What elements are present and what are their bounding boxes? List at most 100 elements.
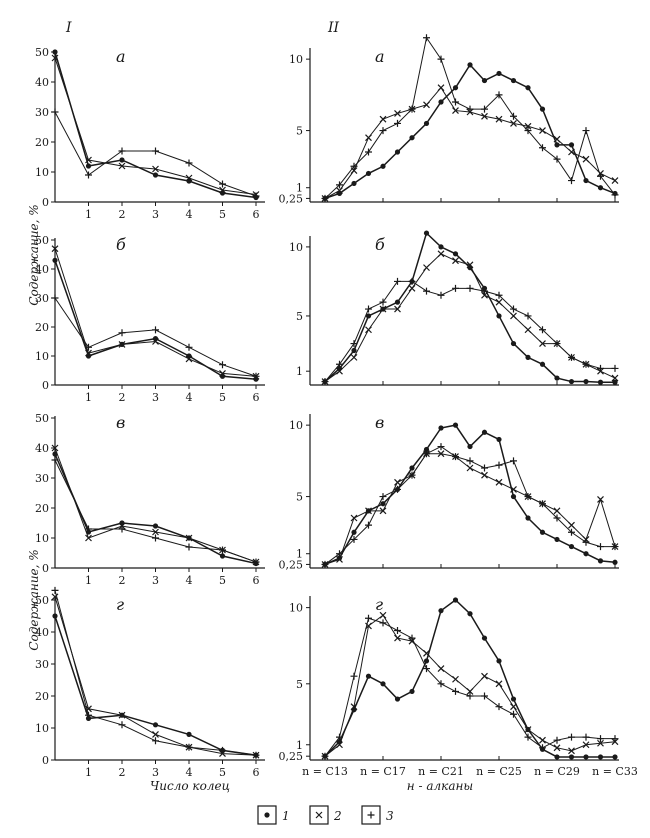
data-point-3 [252, 751, 260, 759]
data-point-1 [597, 379, 604, 385]
data-point-3 [423, 450, 430, 458]
data-point-3 [408, 634, 416, 642]
data-point-3 [466, 105, 474, 113]
data-point-2 [185, 355, 193, 363]
data-point-2 [524, 726, 532, 733]
data-point-3 [553, 155, 561, 163]
data-point-3 [152, 534, 159, 542]
y-tick-label: 50 [35, 234, 49, 247]
x-tick-label: 4 [186, 208, 193, 221]
data-point-3 [423, 287, 430, 295]
data-point-3 [452, 284, 459, 292]
data-point-1 [380, 501, 386, 507]
x-tick-label: 6 [253, 574, 260, 587]
y-tick-label: 40 [35, 626, 49, 639]
data-point-3 [252, 192, 260, 200]
y-tick-label: 20 [35, 136, 49, 149]
data-point-3 [539, 144, 546, 152]
data-point-2 [597, 739, 604, 747]
data-point-3 [394, 485, 401, 493]
data-point-1 [496, 436, 502, 443]
data-point-3 [185, 543, 193, 551]
left-panel-3: 0 10 20 30 40 50 1 2 3 4 5 6 в [35, 412, 265, 587]
data-point-2 [394, 478, 401, 486]
data-point-1 [554, 142, 560, 148]
data-point-1 [85, 163, 92, 169]
y-tick-label: 10 [35, 166, 49, 179]
data-point-2 [510, 312, 517, 320]
x-tick-label: 3 [152, 574, 159, 587]
data-point-3 [379, 619, 387, 627]
data-point-3 [379, 298, 387, 306]
data-point-2 [118, 711, 126, 719]
data-point-3 [423, 665, 430, 673]
data-point-1 [525, 515, 531, 521]
data-point-2 [51, 54, 59, 62]
data-point-2 [185, 174, 193, 182]
data-point-3 [437, 443, 445, 451]
data-point-1 [568, 754, 575, 760]
data-point-1 [365, 170, 372, 177]
y-tick-label: 40 [35, 442, 49, 455]
data-point-3 [365, 614, 372, 622]
data-point-1 [539, 529, 546, 535]
data-point-3 [118, 721, 126, 729]
y-tick-label: 1 [296, 365, 303, 378]
data-point-1 [496, 658, 502, 664]
data-point-1 [481, 635, 488, 641]
data-point-2 [466, 261, 474, 269]
data-point-2 [553, 744, 561, 752]
series-line-3 [54, 459, 257, 563]
legend-box [361, 805, 381, 825]
data-point-3 [524, 493, 532, 501]
data-point-3 [611, 543, 619, 551]
series-line-3 [54, 590, 257, 756]
x-tick-label: 6 [253, 208, 260, 221]
data-point-2 [118, 340, 126, 348]
data-point-1 [481, 429, 488, 435]
data-point-3 [350, 535, 358, 543]
data-point-1 [380, 163, 386, 169]
data-point-2 [365, 134, 372, 142]
data-point-3 [336, 360, 343, 368]
y-tick-label: 10 [289, 602, 303, 615]
data-point-1 [409, 465, 415, 471]
data-point-3 [568, 177, 575, 185]
data-point-3 [394, 277, 401, 285]
data-point-1 [438, 608, 444, 614]
data-point-1 [52, 257, 58, 263]
data-point-3 [466, 284, 474, 292]
data-point-1 [568, 378, 575, 385]
data-point-3 [321, 560, 329, 568]
y-tick-label: 5 [296, 678, 303, 691]
data-point-1 [394, 696, 401, 702]
data-point-3 [408, 277, 416, 285]
data-point-1 [510, 493, 517, 500]
data-point-3 [185, 343, 193, 351]
y-tick-label: 20 [35, 690, 49, 703]
data-point-1 [438, 99, 444, 105]
right-x-tick-labels: n = C13 n = C17 n = C21 n = C25 n = C29 n = C… [302, 765, 638, 778]
data-point-3 [553, 340, 561, 348]
data-point-3 [365, 521, 372, 529]
y-tick-label: 10 [289, 53, 303, 66]
data-point-2 [219, 186, 226, 194]
data-point-3 [582, 733, 590, 741]
data-point-3 [51, 108, 59, 116]
series-line-3 [324, 280, 615, 382]
data-point-2 [495, 478, 503, 486]
data-point-1 [583, 551, 589, 557]
x-tick-label: 2 [119, 766, 126, 779]
data-point-3 [582, 127, 590, 135]
panel-letter: б [116, 235, 126, 254]
data-point-3 [85, 171, 92, 179]
data-point-2 [597, 496, 604, 503]
y-axis-title-lower: Содержание, % [27, 549, 41, 650]
data-point-1 [568, 543, 575, 550]
data-point-3 [321, 752, 329, 760]
data-point-2 [423, 101, 430, 109]
data-point-3 [365, 305, 372, 313]
data-point-3 [510, 112, 517, 120]
data-point-1 [52, 613, 58, 619]
